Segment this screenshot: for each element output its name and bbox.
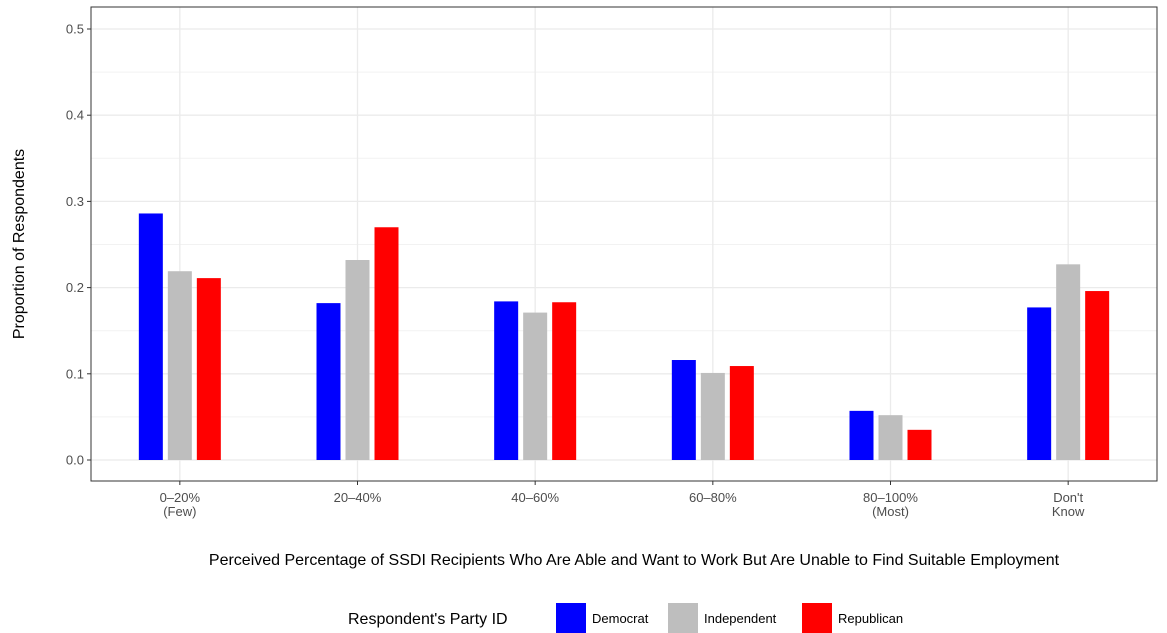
y-tick-label: 0.5 (66, 22, 84, 37)
x-axis: 0–20% (Few) 20–40% 40–60% 60–80% 80–100% (Most… (160, 481, 1085, 519)
x-tick-label: 60–80% (689, 490, 737, 505)
bar-republican (552, 302, 577, 460)
y-axis: 0.0 0.1 0.2 0.3 0.4 0.5 (66, 22, 91, 468)
legend-key-republican (802, 603, 832, 633)
bar-democrat (671, 360, 696, 460)
bar-republican (196, 278, 221, 460)
bar-democrat (138, 213, 163, 460)
y-axis-title: Proportion of Respondents (11, 149, 28, 339)
legend-label-republican: Republican (838, 611, 903, 626)
bar-independent (1056, 264, 1081, 460)
bar-republican (1085, 291, 1110, 460)
legend-key-independent (668, 603, 698, 633)
bar-independent (878, 415, 903, 460)
y-tick-label: 0.3 (66, 194, 84, 209)
bar-republican (729, 366, 754, 460)
x-tick-label: 40–60% (511, 490, 559, 505)
x-tick-label: 80–100% (Most) (863, 490, 918, 519)
bar-independent (700, 372, 725, 460)
bar-republican (374, 227, 399, 460)
bar-democrat (849, 410, 874, 460)
grid-layer (91, 7, 1157, 481)
y-tick-label: 0.4 (66, 108, 84, 123)
legend-title: Respondent's Party ID (348, 611, 508, 628)
x-tick-label: Don't Know (1052, 490, 1085, 519)
bar-independent (167, 271, 192, 460)
bar-independent (345, 260, 370, 460)
y-tick-label: 0.0 (66, 453, 84, 468)
bar-democrat (316, 303, 341, 460)
legend-label-democrat: Democrat (592, 611, 649, 626)
plot-panel-border (90, 6, 1158, 482)
legend-key-democrat (556, 603, 586, 633)
bars-layer (138, 213, 1110, 460)
y-tick-label: 0.2 (66, 280, 84, 295)
bar-republican (907, 429, 932, 460)
legend-label-independent: Independent (704, 611, 777, 626)
y-tick-label: 0.1 (66, 366, 84, 381)
x-tick-label: 0–20% (Few) (160, 490, 201, 519)
x-axis-title: Perceived Percentage of SSDI Recipients … (209, 552, 1060, 569)
legend: Respondent's Party ID Democrat Independen… (348, 603, 903, 633)
bar-independent (523, 312, 548, 460)
bar-democrat (494, 301, 519, 460)
bar-democrat (1027, 307, 1052, 460)
x-tick-label: 20–40% (334, 490, 382, 505)
